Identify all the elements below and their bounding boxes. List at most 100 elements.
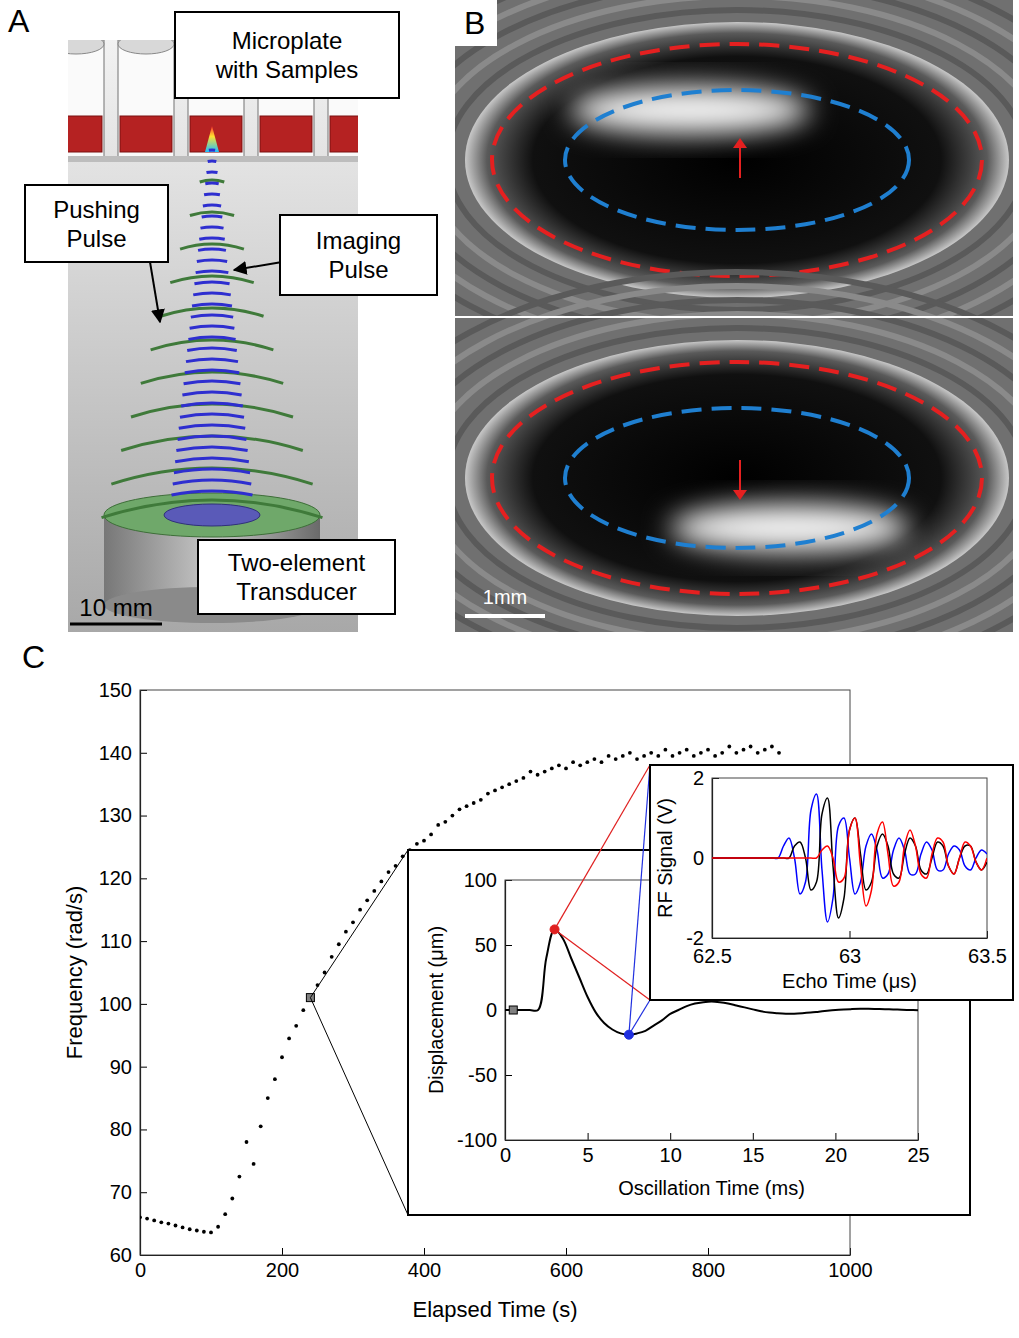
chart: 62.56363.5-202Echo Time (μs)RF Signal (V… [654, 767, 1007, 992]
label-text: Microplatewith Samples [215, 27, 359, 83]
pushing-wavefront [121, 436, 303, 451]
x-tick-label: 15 [742, 1144, 764, 1166]
x-tick-mark [708, 1248, 709, 1255]
data-point [522, 776, 526, 780]
x-axis: 62.56363.5 [693, 931, 1007, 967]
connector [629, 765, 650, 1035]
y-tick-label: -50 [468, 1064, 497, 1086]
data-point [713, 754, 717, 758]
y-tick-mark [140, 878, 147, 879]
y-tick-label: 100 [464, 869, 497, 891]
data-point [465, 804, 469, 808]
y-axis: -100 -50 0 50 100 [457, 869, 512, 1151]
data-point [685, 748, 689, 752]
imaging-wavefront [178, 436, 247, 439]
x-tick-mark [670, 1133, 671, 1140]
focal-spot [205, 126, 219, 152]
y-tick-label: 0 [486, 999, 497, 1021]
x-axis: 0510152025 [500, 1133, 930, 1166]
data-point [564, 767, 568, 771]
data-point [472, 801, 476, 805]
data-point [578, 763, 582, 767]
imaging-wavefront [176, 447, 247, 451]
transducer-label: Two-elementTransducer [198, 540, 395, 614]
y-tick: -100 [457, 1129, 512, 1151]
imaging-wavefront [197, 260, 227, 262]
y-tick-mark [140, 941, 147, 942]
imaging-wavefront [190, 326, 235, 328]
imaging-wavefront [193, 293, 231, 295]
x-axis-title: Echo Time (μs) [782, 970, 917, 992]
data-point [557, 763, 561, 767]
imaging-wavefront [194, 282, 229, 284]
imaging-wavefront [192, 304, 232, 306]
y-axis-title: Displacement (μm) [425, 926, 447, 1094]
x-tick: 10 [660, 1133, 682, 1166]
x-tick: 63 [839, 931, 861, 967]
y-tick-mark [140, 816, 147, 817]
data-point [372, 889, 376, 893]
pushing-label: PushingPulse [25, 185, 168, 262]
data-point [571, 760, 575, 764]
inset-box [650, 765, 1013, 1000]
y-tick-label: 50 [475, 934, 497, 956]
y-tick: 50 [475, 934, 512, 956]
x-tick-label: 10 [660, 1144, 682, 1166]
pushing-wavefront [141, 372, 283, 383]
imaging-wavefront [179, 425, 245, 428]
imaging-wavefront [172, 491, 253, 495]
data-point [585, 760, 589, 764]
data-point [167, 1222, 171, 1226]
imaging-wavefront [182, 392, 241, 395]
imaging-wavefront [175, 458, 249, 462]
x-tick-label: 200 [266, 1259, 299, 1281]
data-point [145, 1217, 149, 1221]
panel-b [455, 0, 1013, 632]
motion-arrow [739, 146, 741, 178]
imaging-wavefront [198, 249, 226, 250]
connector [310, 998, 408, 1215]
x-tick: 200 [266, 1248, 299, 1281]
data-point [358, 908, 362, 912]
data-point [509, 1006, 517, 1014]
data-point [252, 1162, 256, 1166]
imaging-wavefront [187, 348, 237, 350]
sample [330, 116, 358, 152]
y-axis-title: RF Signal (V) [654, 798, 676, 918]
data-point [301, 1008, 305, 1012]
x-tick-label: 25 [907, 1144, 929, 1166]
ripple [455, 286, 1013, 632]
x-tick-mark [424, 1248, 425, 1255]
x-tick-label: 0 [135, 1259, 146, 1281]
data-point [294, 1024, 298, 1028]
data-point [245, 1140, 249, 1144]
data-point [330, 955, 334, 959]
y-tick: 90 [110, 1056, 147, 1078]
specimen [465, 340, 1009, 616]
label-text: ImagingPulse [316, 227, 401, 283]
data-point [600, 760, 604, 764]
data-point [514, 779, 518, 783]
label-text: PushingPulse [53, 196, 140, 252]
imaging-wavefront [202, 216, 223, 217]
data-point [230, 1197, 234, 1201]
x-tick: 400 [408, 1248, 441, 1281]
data-point [635, 757, 639, 761]
scale-bar [70, 623, 162, 626]
imaging-wavefront [184, 381, 241, 384]
well-opening [118, 40, 174, 54]
data-point [777, 751, 781, 755]
scale-bar-label: 1mm [483, 586, 527, 608]
x-axis: 02004006008001000 [135, 1248, 873, 1281]
frame-divider [455, 316, 1013, 318]
data-point [223, 1212, 227, 1216]
data-point [699, 751, 703, 755]
data-point [649, 751, 653, 755]
highlight [670, 504, 910, 552]
y-tick-label: 120 [99, 867, 132, 889]
imaging-wavefront [206, 171, 217, 175]
y-tick-label: 150 [99, 679, 132, 701]
x-tick-label: 0 [500, 1144, 511, 1166]
motion-arrow-head [733, 138, 747, 148]
imaging-wavefront [203, 204, 221, 208]
